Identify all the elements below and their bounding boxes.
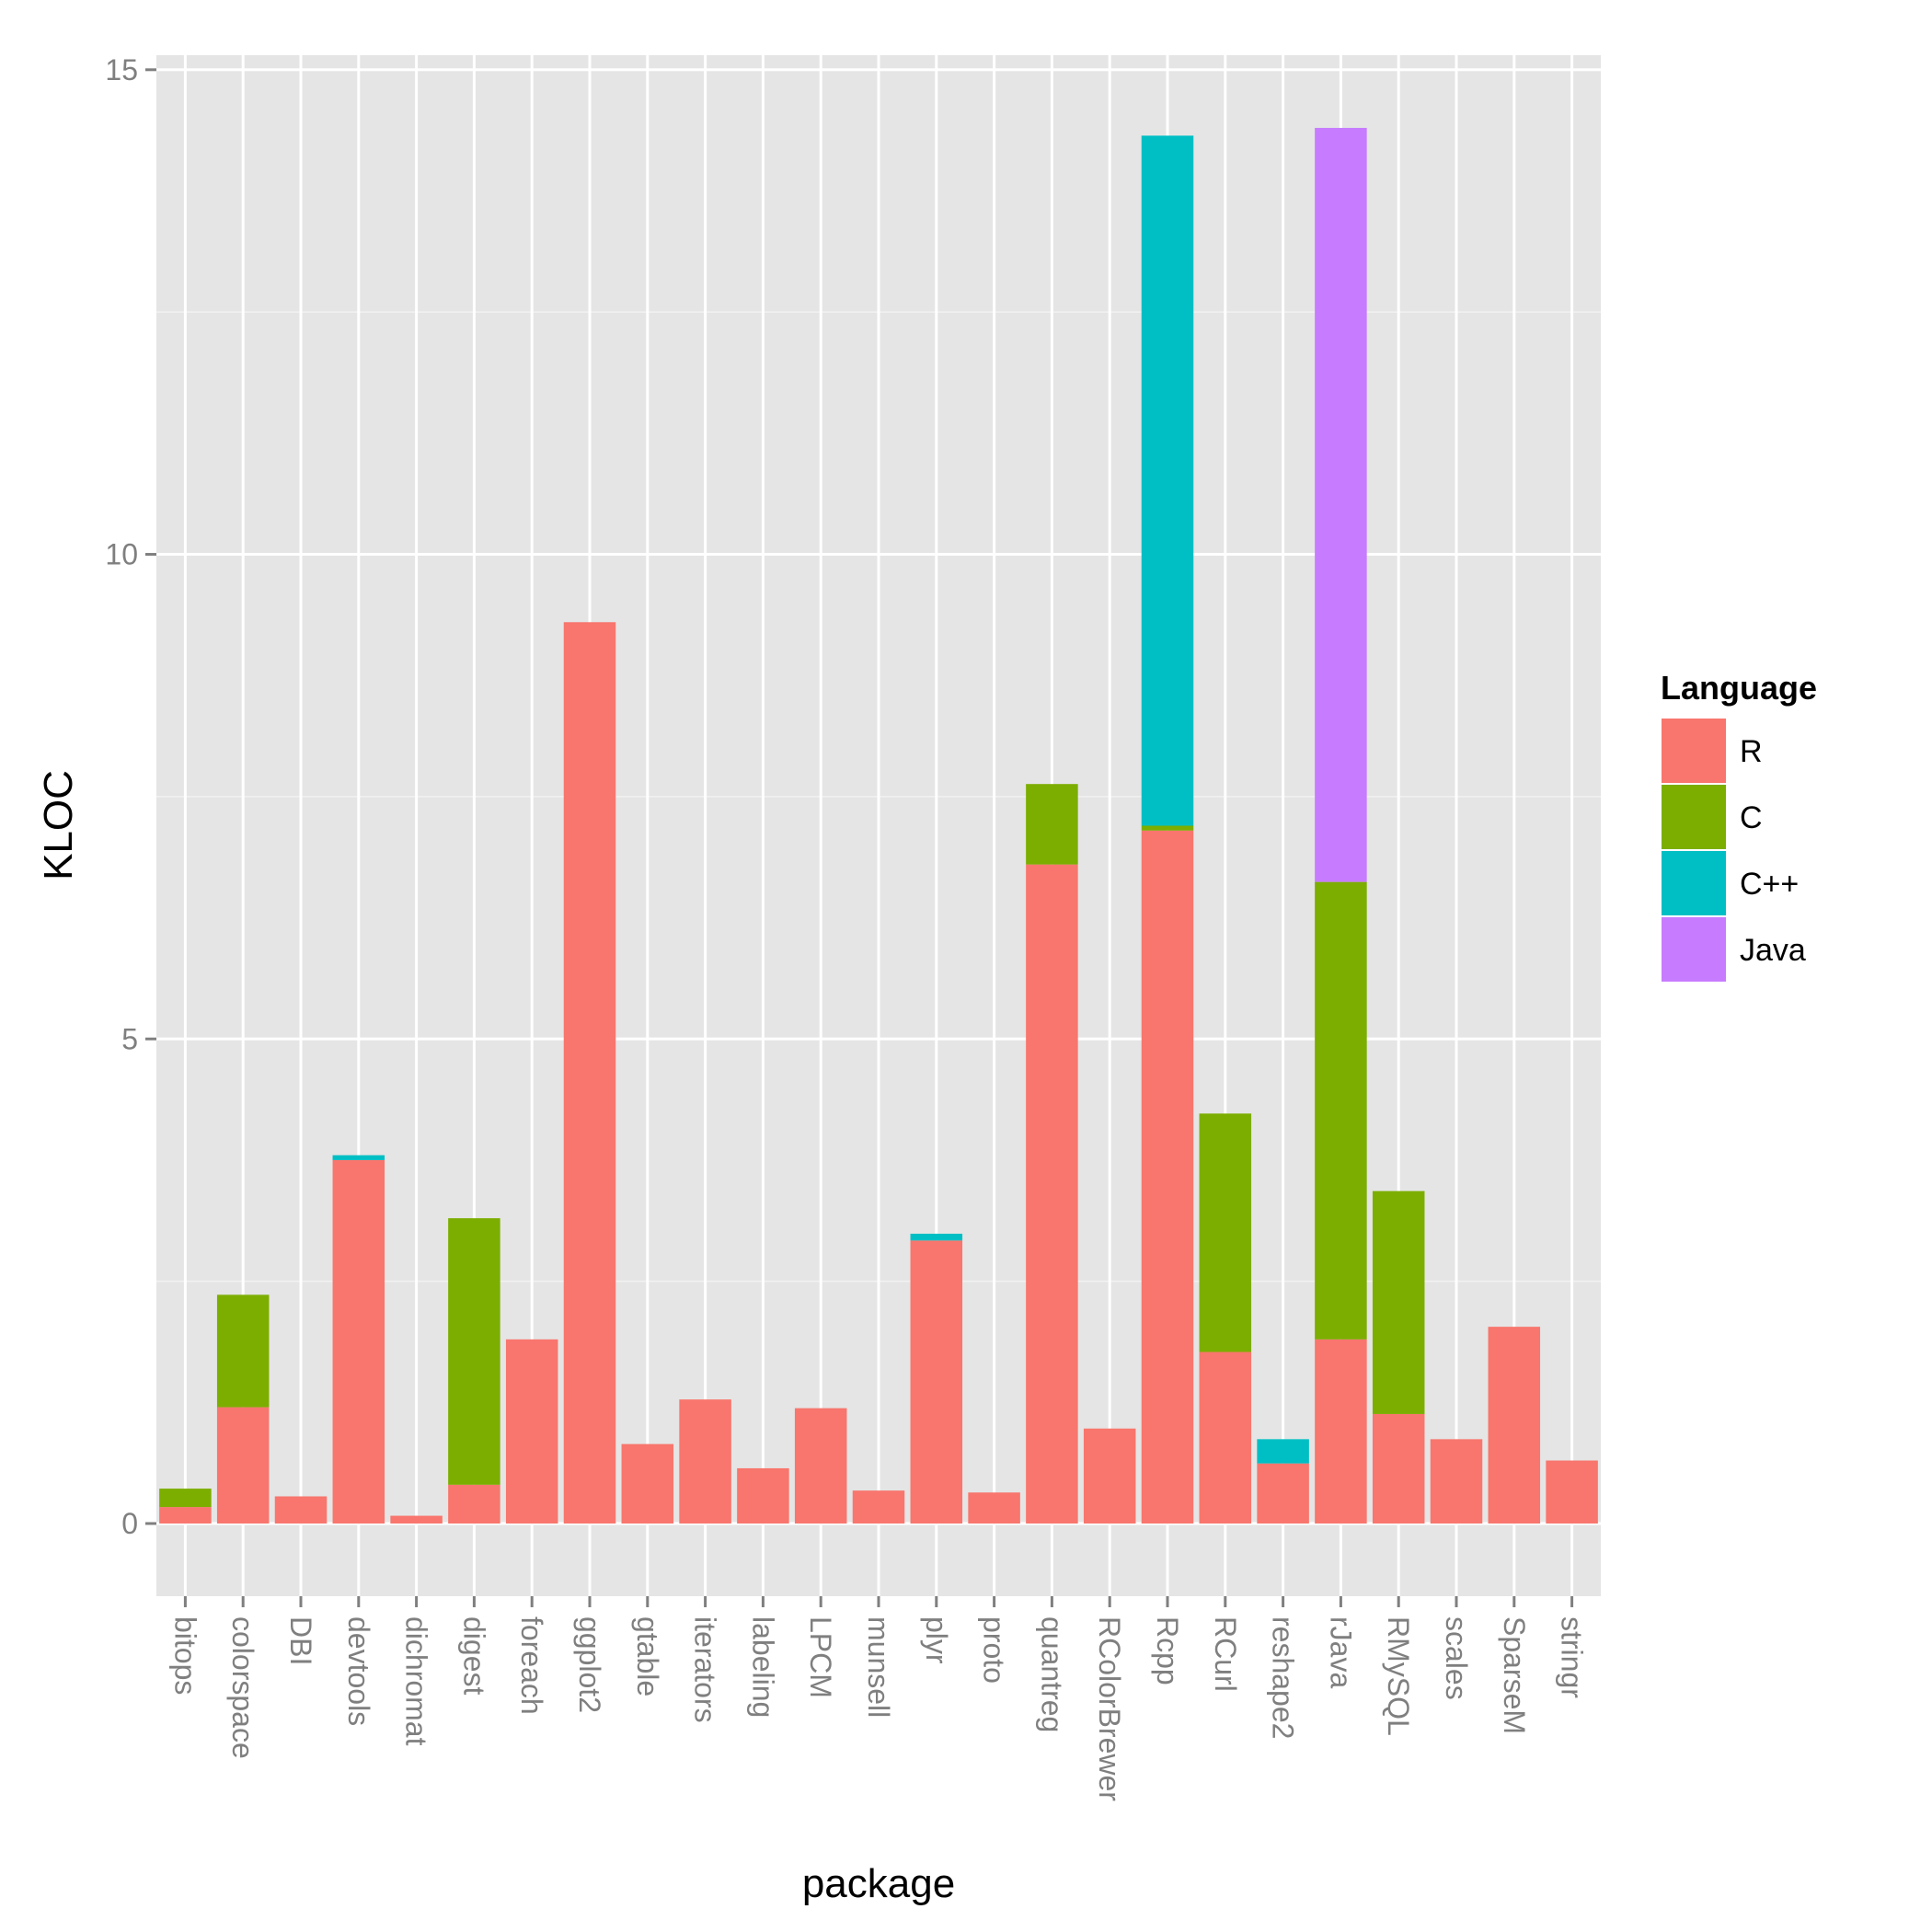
bar-quantreg-r xyxy=(1026,864,1078,1524)
bar-plyr-cpppp xyxy=(910,1234,963,1241)
legend-swatch-java xyxy=(1660,915,1728,983)
bar-iterators-r xyxy=(679,1399,731,1524)
x-tick-label: iterators xyxy=(689,1616,722,1723)
bar-proto-r xyxy=(968,1492,1020,1524)
bar-plyr-r xyxy=(910,1240,963,1524)
x-tick-label: LPCM xyxy=(804,1616,837,1698)
legend-swatch-cpppp xyxy=(1660,849,1728,917)
bar-digest-r xyxy=(448,1484,500,1524)
bar-reshape2-cpppp xyxy=(1257,1439,1309,1464)
bar-rmysql-r xyxy=(1372,1413,1425,1524)
bar-colorspace-r xyxy=(216,1407,270,1524)
bar-munsell-r xyxy=(852,1490,905,1524)
bar-rcolorbrewer-r xyxy=(1083,1428,1136,1524)
x-tick-label: RColorBrewer xyxy=(1093,1616,1126,1801)
bar-rcurl-r xyxy=(1199,1351,1252,1524)
legend-label-cpppp: C++ xyxy=(1740,867,1799,902)
x-tick-label: colorspace xyxy=(226,1616,259,1759)
x-tick-label: dichromat xyxy=(400,1616,433,1746)
x-tick-label: RMySQL xyxy=(1382,1616,1415,1736)
bar-labeling-r xyxy=(737,1467,789,1524)
bar-rjava-java xyxy=(1315,128,1367,882)
bar-sparsem-r xyxy=(1488,1327,1541,1524)
x-tick-label: foreach xyxy=(515,1616,548,1715)
x-tick-label: Rcpp xyxy=(1151,1616,1184,1685)
bar-foreach-r xyxy=(505,1339,558,1524)
bar-rjava-c xyxy=(1315,881,1367,1340)
bar-rcurl-c xyxy=(1199,1113,1252,1352)
y-tick-label: 10 xyxy=(105,538,138,571)
bar-ggplot2-r xyxy=(563,622,616,1524)
x-tick-label: devtools xyxy=(342,1616,375,1726)
bars xyxy=(159,128,1598,1524)
bar-lpcm-r xyxy=(794,1408,847,1524)
legend-title: Language xyxy=(1661,669,1817,707)
x-tick-label: quantreg xyxy=(1035,1616,1068,1732)
y-tick-label: 0 xyxy=(121,1507,138,1540)
y-tick-label: 5 xyxy=(121,1022,138,1055)
bar-colorspace-c xyxy=(216,1294,270,1408)
x-tick-label: plyr xyxy=(920,1616,953,1664)
bar-devtools-cpppp xyxy=(332,1155,385,1160)
x-tick-label: stringr xyxy=(1556,1616,1589,1698)
y-axis-title: KLOC xyxy=(36,770,81,880)
bar-quantreg-c xyxy=(1026,784,1078,865)
bar-scales-r xyxy=(1430,1439,1483,1524)
x-tick-label: RCurl xyxy=(1209,1616,1242,1692)
bar-rcpp-cpppp xyxy=(1141,135,1194,826)
bar-bitops-r xyxy=(159,1507,212,1524)
bar-devtools-r xyxy=(332,1159,385,1524)
legend-swatch-c xyxy=(1660,783,1728,851)
x-tick-label: scales xyxy=(1440,1616,1473,1700)
x-tick-label: proto xyxy=(978,1616,1011,1684)
bar-rmysql-c xyxy=(1372,1190,1425,1414)
bar-rjava-r xyxy=(1315,1339,1367,1524)
bar-reshape2-r xyxy=(1257,1463,1309,1524)
bar-dichromat-r xyxy=(390,1515,443,1524)
legend: Language RC C++ Java xyxy=(1660,669,1817,983)
legend-label-c: C xyxy=(1740,800,1763,835)
x-tick-label: SparseM xyxy=(1498,1616,1531,1734)
x-tick-label: reshape2 xyxy=(1267,1616,1300,1739)
x-tick-label: gtable xyxy=(631,1616,664,1696)
bar-rcpp-c xyxy=(1141,825,1194,831)
legend-swatch-r xyxy=(1660,717,1728,785)
x-tick-label: rJava xyxy=(1324,1616,1357,1688)
bar-bitops-c xyxy=(159,1489,212,1508)
x-tick-label: digest xyxy=(457,1616,490,1696)
legend-label-java: Java xyxy=(1740,933,1806,968)
bar-stringr-r xyxy=(1546,1460,1598,1524)
bar-dbi-r xyxy=(274,1496,328,1524)
y-tick-label: 15 xyxy=(105,53,138,86)
x-tick-label: bitops xyxy=(168,1616,201,1695)
bar-digest-c xyxy=(448,1218,500,1485)
legend-label-r: R xyxy=(1740,734,1763,769)
x-tick-label: labeling xyxy=(746,1616,779,1718)
x-tick-label: munsell xyxy=(862,1616,895,1718)
bar-gtable-r xyxy=(621,1443,674,1524)
x-tick-label: ggplot2 xyxy=(573,1616,606,1713)
x-axis: bitops colorspace DBI devtools dichromat dige… xyxy=(168,1596,1589,1801)
y-axis: 0 5 10 15 xyxy=(105,53,156,1540)
x-axis-title: package xyxy=(802,1861,955,1906)
x-tick-label: DBI xyxy=(284,1616,317,1665)
bar-rcpp-r xyxy=(1141,830,1194,1524)
